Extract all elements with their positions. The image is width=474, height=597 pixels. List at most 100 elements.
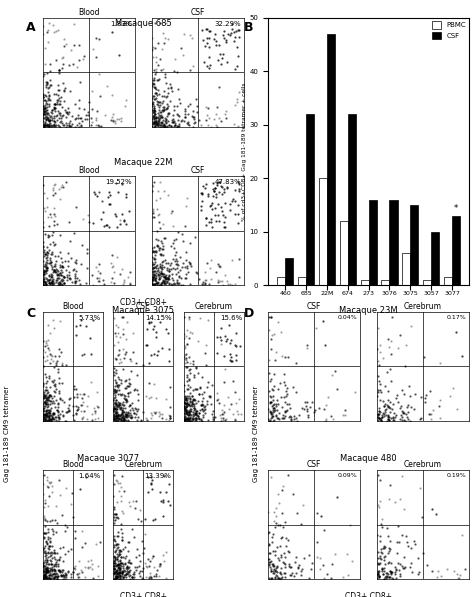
Bar [431,232,439,285]
Point [378,564,386,574]
Point [212,109,220,119]
Point [46,80,54,90]
Point [114,410,122,420]
Point [41,528,48,538]
Point [404,402,411,412]
Point [55,414,63,424]
Point [114,562,121,572]
Point [375,410,383,419]
Point [150,75,158,85]
Point [229,194,237,204]
Point [44,121,52,130]
Point [87,121,94,130]
Point [183,391,191,401]
Point [110,509,118,519]
Point [269,410,276,419]
Point [182,273,189,283]
Point [118,390,126,399]
Point [116,411,123,420]
Point [41,570,48,580]
Point [117,415,125,424]
Point [213,389,221,398]
Point [114,373,121,382]
Point [119,411,127,421]
Point [183,408,191,417]
Point [55,251,62,261]
Point [52,112,60,121]
Point [209,204,216,214]
Point [75,118,82,128]
Point [46,82,53,92]
Point [51,103,58,112]
Text: D: D [244,307,254,321]
Point [79,398,87,407]
Point [70,564,78,573]
Point [162,93,170,102]
Point [269,568,276,578]
Point [393,549,401,558]
Point [50,375,58,384]
Point [117,378,124,388]
Point [285,547,292,556]
Point [155,119,163,128]
Point [62,568,69,578]
Point [62,177,70,186]
Point [193,107,201,117]
Point [44,533,51,542]
Point [290,571,298,580]
Point [376,552,383,561]
Point [78,407,85,416]
Point [48,264,55,273]
Point [40,557,48,567]
Point [374,371,382,381]
Point [53,501,60,511]
Point [150,407,157,417]
Point [192,406,200,416]
Point [170,116,178,126]
Point [269,561,277,571]
Point [231,27,238,36]
Point [182,350,190,359]
Point [188,33,195,43]
Point [55,413,63,422]
Point [182,408,190,418]
Point [150,242,158,252]
Point [114,513,121,523]
Point [156,559,164,568]
Point [54,406,62,416]
Point [390,415,398,424]
Point [75,275,83,285]
Point [149,112,156,121]
Point [418,393,425,402]
Point [47,391,55,401]
Point [279,522,286,532]
Point [73,570,81,579]
Point [73,330,80,340]
Point [213,333,221,342]
Point [51,99,58,109]
Point [182,393,190,403]
Point [226,349,233,359]
Point [121,392,128,401]
Point [170,118,177,127]
Point [110,401,118,411]
Text: CD3+ CD8+: CD3+ CD8+ [120,592,167,597]
Point [220,187,228,197]
Point [376,475,384,484]
Point [46,239,54,248]
Point [39,113,47,123]
Point [205,64,213,73]
Point [49,230,56,240]
Point [46,566,54,576]
Point [383,401,391,410]
Point [113,222,121,232]
Point [72,408,80,418]
Point [112,571,119,581]
Point [54,559,62,569]
Point [53,264,60,274]
Point [274,521,282,530]
Point [305,550,313,560]
Point [190,394,197,404]
Point [280,549,287,558]
Point [233,97,241,106]
